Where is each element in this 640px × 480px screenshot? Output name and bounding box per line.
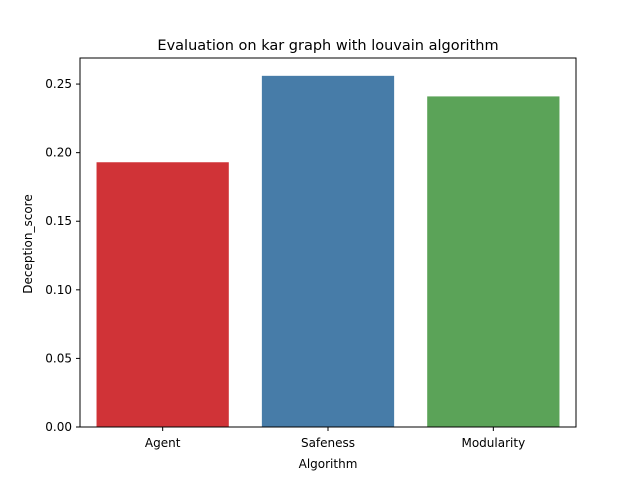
x-tick-label: Safeness [301,436,355,450]
bar-agent [96,162,229,427]
x-tick-label: Agent [145,436,181,450]
y-axis-label: Deception_score [21,194,35,293]
bar-safeness [261,75,395,428]
bar-modularity [427,96,560,427]
y-tick-label: 0.10 [45,283,72,297]
y-tick-label: 0.25 [45,77,72,91]
y-tick-label: 0.20 [45,146,72,160]
x-tick-label: Modularity [461,436,525,450]
bars-group [96,75,560,428]
y-axis: 0.00 0.05 0.10 0.15 0.20 0.25 [45,77,80,434]
x-axis: Agent Safeness Modularity [145,427,525,450]
y-tick-label: 0.05 [45,351,72,365]
x-axis-label: Algorithm [299,457,358,471]
chart-title: Evaluation on kar graph with louvain alg… [157,38,498,54]
y-tick-label: 0.15 [45,214,72,228]
y-tick-label: 0.00 [45,420,72,434]
plot-frame [79,57,577,428]
